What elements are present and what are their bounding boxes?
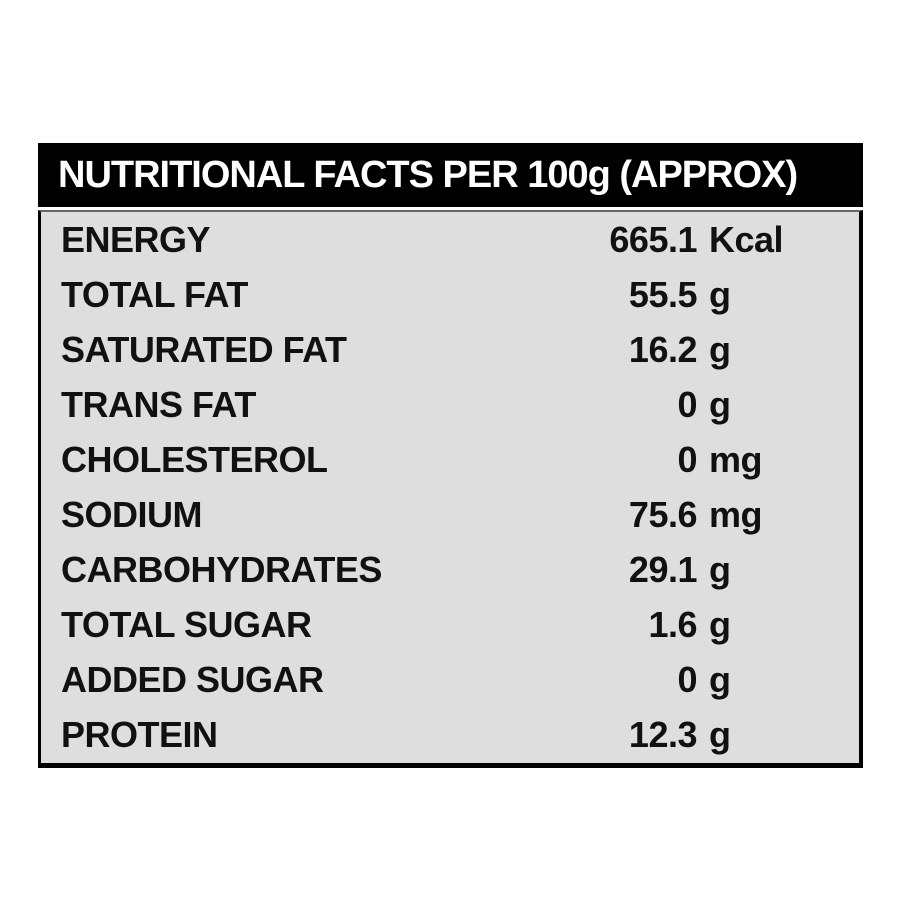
nutrient-unit: g xyxy=(709,659,731,701)
nutrient-label: ADDED SUGAR xyxy=(61,659,324,701)
nutrient-value: 29.1 xyxy=(628,549,698,591)
nutrient-unit: mg xyxy=(709,438,763,480)
nutrient-value: 55.5 xyxy=(628,273,698,315)
table-row: TOTAL FAT 55.5 g xyxy=(41,267,859,322)
nutrient-label: CARBOHYDRATES xyxy=(61,549,382,591)
table-row: SATURATED FAT 16.2 g xyxy=(41,322,859,377)
nutrient-value: 75.6 xyxy=(628,494,698,536)
nutrient-label: ENERGY xyxy=(61,218,211,260)
nutrition-facts-table: NUTRITIONAL FACTS PER 100g (APPROX) ENER… xyxy=(38,143,863,768)
nutrient-label: TOTAL FAT xyxy=(61,273,248,315)
table-row: CARBOHYDRATES 29.1 g xyxy=(41,543,859,598)
nutrient-value: 16.2 xyxy=(628,328,698,370)
nutrient-label: TOTAL SUGAR xyxy=(61,604,312,646)
table-body: ENERGY 665.1 Kcal TOTAL FAT 55.5 g SATUR… xyxy=(38,210,863,768)
table-title: NUTRITIONAL FACTS PER 100g (APPROX) xyxy=(58,153,798,196)
nutrient-unit: g xyxy=(709,383,731,425)
table-row: TOTAL SUGAR 1.6 g xyxy=(41,598,859,653)
nutrient-value: 665.1 xyxy=(609,218,697,260)
nutrient-label: CHOLESTEROL xyxy=(61,438,328,480)
table-row: TRANS FAT 0 g xyxy=(41,377,859,432)
nutrient-value: 12.3 xyxy=(628,714,698,756)
nutrient-value: 0 xyxy=(677,438,697,480)
table-row: ADDED SUGAR 0 g xyxy=(41,653,859,708)
nutrient-label: SATURATED FAT xyxy=(61,328,347,370)
nutrient-unit: g xyxy=(709,604,731,646)
nutrient-unit: g xyxy=(709,549,731,591)
nutrient-unit: Kcal xyxy=(709,218,784,260)
table-row: ENERGY 665.1 Kcal xyxy=(41,212,859,267)
nutrient-unit: g xyxy=(709,273,731,315)
header-divider xyxy=(38,207,863,210)
table-row: PROTEIN 12.3 g xyxy=(41,708,859,763)
nutrient-unit: g xyxy=(709,714,731,756)
table-row: CHOLESTEROL 0 mg xyxy=(41,432,859,487)
nutrient-value: 0 xyxy=(677,659,697,701)
nutrient-unit: mg xyxy=(709,494,763,536)
nutrient-unit: g xyxy=(709,328,731,370)
table-header: NUTRITIONAL FACTS PER 100g (APPROX) xyxy=(38,143,863,207)
nutrient-value: 0 xyxy=(677,383,697,425)
nutrient-label: TRANS FAT xyxy=(61,383,256,425)
nutrient-label: PROTEIN xyxy=(61,714,218,756)
nutrient-label: SODIUM xyxy=(61,494,203,536)
table-row: SODIUM 75.6 mg xyxy=(41,487,859,542)
nutrient-value: 1.6 xyxy=(648,604,697,646)
